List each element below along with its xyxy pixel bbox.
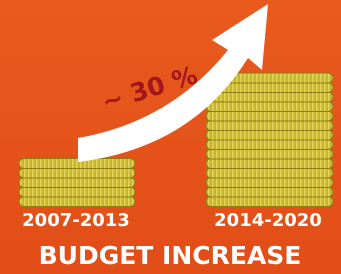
coin [19, 197, 135, 207]
title: BUDGET INCREASE [39, 241, 302, 270]
coin [206, 121, 333, 131]
coin [206, 140, 333, 150]
coin-stack [206, 73, 333, 207]
page: ~ 30 % 2007-2013 2014-2020 BUDGET INCREA… [0, 0, 341, 274]
coin [206, 111, 333, 121]
coin [206, 159, 333, 169]
infographic: ~ 30 % 2007-2013 2014-2020 BUDGET INCREA… [0, 0, 341, 274]
coin [206, 187, 333, 197]
coin [206, 178, 333, 188]
coin [19, 168, 135, 178]
coin [206, 102, 333, 112]
coin [19, 159, 135, 169]
coin [206, 168, 333, 178]
coin [206, 130, 333, 140]
coin [19, 187, 135, 197]
coin-stack [19, 159, 135, 207]
coin [206, 149, 333, 159]
coin [206, 197, 333, 207]
period-label: 2014-2020 [214, 210, 322, 231]
period-label: 2007-2013 [22, 210, 130, 231]
coin [19, 178, 135, 188]
coin [206, 92, 333, 102]
